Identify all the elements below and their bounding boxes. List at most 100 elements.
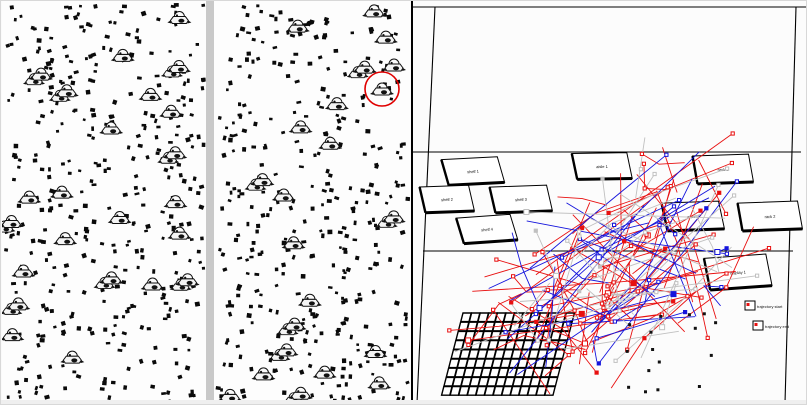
trajectory-node[interactable] (592, 273, 597, 278)
trajectory-node[interactable] (671, 204, 677, 209)
trajectory-node[interactable] (625, 349, 629, 353)
trajectory-node[interactable] (605, 314, 611, 319)
trajectory-node[interactable] (465, 337, 472, 344)
trajectory-node[interactable] (663, 246, 668, 251)
trajectory-node[interactable] (724, 285, 729, 290)
trajectory-node[interactable] (693, 326, 697, 330)
trajectory-node[interactable] (511, 274, 516, 279)
legend-entry-2[interactable]: trajectory end (752, 320, 789, 331)
trajectory-node[interactable] (628, 323, 632, 327)
trajectory-node[interactable] (724, 246, 729, 251)
trajectory-node[interactable] (709, 353, 713, 357)
trajectory-node[interactable] (647, 278, 652, 283)
trajectory-node[interactable] (570, 349, 575, 354)
trajectory-node[interactable] (595, 254, 602, 261)
trajectory-node[interactable] (693, 287, 698, 292)
trajectory-node[interactable] (535, 338, 540, 343)
trajectory-node[interactable] (578, 321, 583, 326)
trajectory-node[interactable] (697, 385, 701, 388)
trajectory-node[interactable] (710, 235, 715, 240)
trajectory-node[interactable] (629, 243, 634, 249)
trajectory-node[interactable] (557, 283, 562, 288)
trajectory-node[interactable] (729, 160, 734, 166)
trajectory-node[interactable] (627, 385, 631, 389)
fixture-shelf-8[interactable]: rack 2 (736, 200, 804, 233)
trajectory-node[interactable] (494, 257, 499, 262)
trajectory-node[interactable] (714, 249, 721, 255)
trajectory-node[interactable] (601, 305, 606, 310)
trajectory-node[interactable] (725, 166, 730, 171)
trajectory-node[interactable] (699, 295, 704, 300)
trajectory-node[interactable] (755, 273, 760, 278)
fixture-shelf-2[interactable]: shelf 2 (418, 184, 476, 215)
trajectory-node[interactable] (716, 182, 721, 188)
trajectory-node[interactable] (540, 250, 545, 255)
trajectory-node[interactable] (647, 369, 651, 373)
trajectory-node[interactable] (604, 293, 609, 298)
trajectory-node[interactable] (605, 304, 610, 309)
trajectory-node[interactable] (659, 314, 663, 318)
fixture-shelf-7[interactable]: rack 1 (691, 153, 755, 186)
trajectory-node[interactable] (532, 252, 537, 257)
trajectory-node[interactable] (576, 229, 582, 234)
trajectory-node[interactable] (639, 151, 645, 157)
trajectory-node[interactable] (559, 255, 565, 260)
trajectory-node[interactable] (723, 211, 729, 217)
trajectory-node[interactable] (612, 319, 618, 324)
trajectory-node[interactable] (583, 350, 588, 356)
trajectory-node[interactable] (724, 271, 729, 276)
trajectory-node[interactable] (630, 280, 637, 287)
trajectory-node[interactable] (617, 308, 622, 313)
trajectory-node[interactable] (582, 340, 588, 347)
trajectory-node[interactable] (642, 336, 647, 341)
trajectory-node[interactable] (654, 290, 659, 295)
trajectory-node[interactable] (599, 247, 604, 252)
selected-sprite-highlight[interactable] (364, 71, 400, 107)
trajectory-node[interactable] (572, 308, 577, 313)
trajectory-node[interactable] (732, 193, 737, 198)
fixture-shelf-1[interactable]: shelf 1 (440, 156, 506, 187)
trajectory-node[interactable] (566, 353, 571, 358)
trajectory-node[interactable] (677, 198, 682, 203)
trajectory-node[interactable] (714, 321, 718, 325)
trajectory-node[interactable] (600, 176, 605, 181)
trajectory-node[interactable] (664, 152, 669, 157)
trajectory-node[interactable] (674, 281, 679, 286)
trajectory-node[interactable] (577, 289, 582, 294)
trajectory-node[interactable] (596, 361, 601, 366)
trajectory-node[interactable] (491, 307, 496, 312)
legend-entry-1[interactable]: trajectory start (744, 300, 783, 311)
trajectory-node[interactable] (641, 161, 647, 166)
trajectory-node[interactable] (605, 284, 610, 289)
trajectory-node[interactable] (670, 291, 677, 298)
trajectory-node[interactable] (656, 279, 661, 284)
trajectory-node[interactable] (657, 223, 662, 228)
trajectory-node[interactable] (693, 242, 698, 247)
fixture-shelf-5[interactable]: aisle 1 (570, 152, 633, 181)
trajectory-node[interactable] (546, 338, 551, 343)
fixture-shelf-3[interactable]: shelf 3 (488, 184, 554, 215)
trajectory-node[interactable] (534, 319, 539, 324)
trajectory-node[interactable] (565, 238, 570, 243)
trajectory-node[interactable] (665, 185, 670, 190)
trajectory-node[interactable] (630, 255, 635, 260)
trajectory-node[interactable] (656, 388, 660, 392)
trajectory-node[interactable] (642, 186, 647, 191)
trajectory-node[interactable] (546, 304, 551, 309)
trajectory-node[interactable] (659, 324, 666, 331)
trajectory-node[interactable] (638, 167, 644, 172)
trajectory-node[interactable] (594, 336, 599, 341)
fixture-shelf-9[interactable]: display 1 (702, 253, 773, 292)
trajectory-node[interactable] (503, 330, 508, 335)
trajectory-node[interactable] (643, 230, 648, 235)
trajectory-node[interactable] (612, 222, 617, 228)
trajectory-node[interactable] (533, 311, 539, 317)
trajectory-node[interactable] (635, 289, 640, 294)
trajectory-node[interactable] (730, 131, 735, 136)
trajectory-node[interactable] (613, 358, 618, 363)
trajectory-node[interactable] (544, 326, 549, 331)
trajectory-node[interactable] (724, 251, 729, 256)
trajectory-node[interactable] (533, 228, 538, 233)
trajectory-node[interactable] (683, 310, 688, 315)
trajectory-node[interactable] (734, 179, 739, 184)
